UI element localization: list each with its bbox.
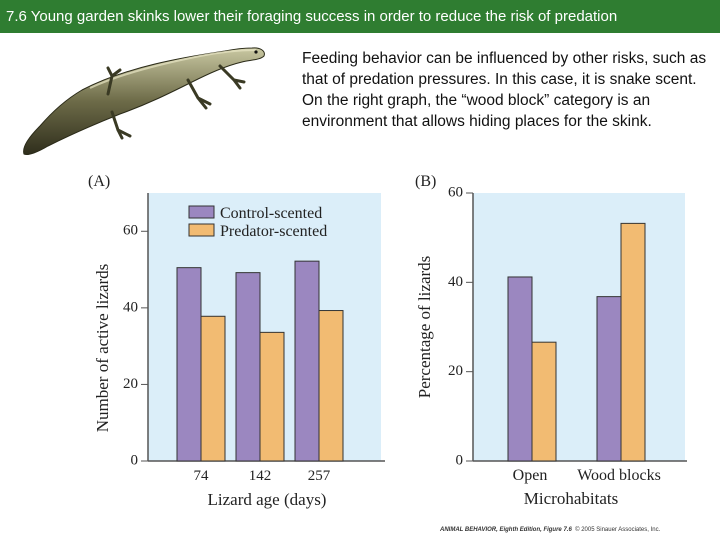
svg-text:40: 40 (123, 299, 138, 315)
svg-text:20: 20 (448, 363, 463, 379)
y-tick-a-1: 20 (123, 376, 148, 392)
x-tick-a-142: 142 (249, 468, 272, 484)
bar-a-predator-74 (200, 315, 226, 462)
bar-a-control-257 (294, 260, 320, 462)
credit-copyright: © 2005 Sinauer Associates, Inc. (575, 527, 661, 533)
panel-label-b: (B) (415, 173, 436, 190)
y-tick-b-0: 0 (456, 452, 473, 468)
garden-skink-illustration (23, 47, 265, 155)
legend-label-predator: Predator-scented (220, 223, 327, 240)
x-tick-a-74: 74 (194, 468, 210, 484)
y-tick-b-1: 20 (448, 363, 473, 379)
svg-text:60: 60 (448, 184, 463, 200)
plot-area-b (473, 193, 685, 461)
svg-text:20: 20 (123, 376, 138, 392)
y-tick-a-3: 60 (123, 223, 148, 239)
x-axis-label-a: Lizard age (days) (208, 490, 327, 509)
slide-title: 7.6 Young garden skinks lower their fora… (0, 0, 720, 33)
bar-a-control-74 (176, 267, 202, 462)
bar-b-predator-wood-blocks (620, 222, 646, 462)
legend-swatch-control (188, 205, 215, 219)
svg-text:40: 40 (448, 274, 463, 290)
bar-b-predator-open (531, 341, 557, 462)
x-tick-b-wood-blocks: Wood blocks (577, 467, 661, 484)
svg-text:60: 60 (123, 223, 138, 239)
svg-text:0: 0 (131, 452, 139, 468)
bar-b-control-open (507, 276, 533, 462)
bar-a-predator-257 (318, 310, 344, 462)
bar-b-control-wood-blocks (596, 296, 622, 462)
credit-book: ANIMAL BEHAVIOR, Eighth Edition, Figure … (440, 527, 572, 533)
svg-text:0: 0 (456, 452, 464, 468)
figure-credit: ANIMAL BEHAVIOR, Eighth Edition, Figure … (440, 527, 660, 533)
y-tick-a-0: 0 (131, 452, 148, 468)
y-axis-label-a: Number of active lizards (93, 264, 112, 433)
chart-b-microhabitat-use: (B) 0 20 40 60 Open Wood blocks Microhab… (415, 173, 687, 508)
slide-description: Feeding behavior can be influenced by ot… (302, 50, 707, 130)
x-axis-label-b: Microhabitats (524, 489, 618, 508)
bar-a-predator-142 (259, 331, 285, 462)
x-tick-a-257: 257 (308, 468, 331, 484)
chart-a-lizard-activity: (A) 0 20 40 60 74 142 257 Lizard age (da… (88, 173, 385, 509)
legend-a: Control-scented Predator-scented (188, 205, 327, 240)
panel-label-a: (A) (88, 173, 110, 190)
y-tick-b-3: 60 (448, 184, 473, 200)
y-tick-a-2: 40 (123, 299, 148, 315)
y-tick-b-2: 40 (448, 274, 473, 290)
legend-label-control: Control-scented (220, 205, 322, 222)
y-axis-label-b: Percentage of lizards (415, 256, 434, 399)
legend-swatch-predator (188, 223, 215, 237)
x-tick-b-open: Open (513, 467, 548, 484)
bar-a-control-142 (235, 272, 261, 462)
